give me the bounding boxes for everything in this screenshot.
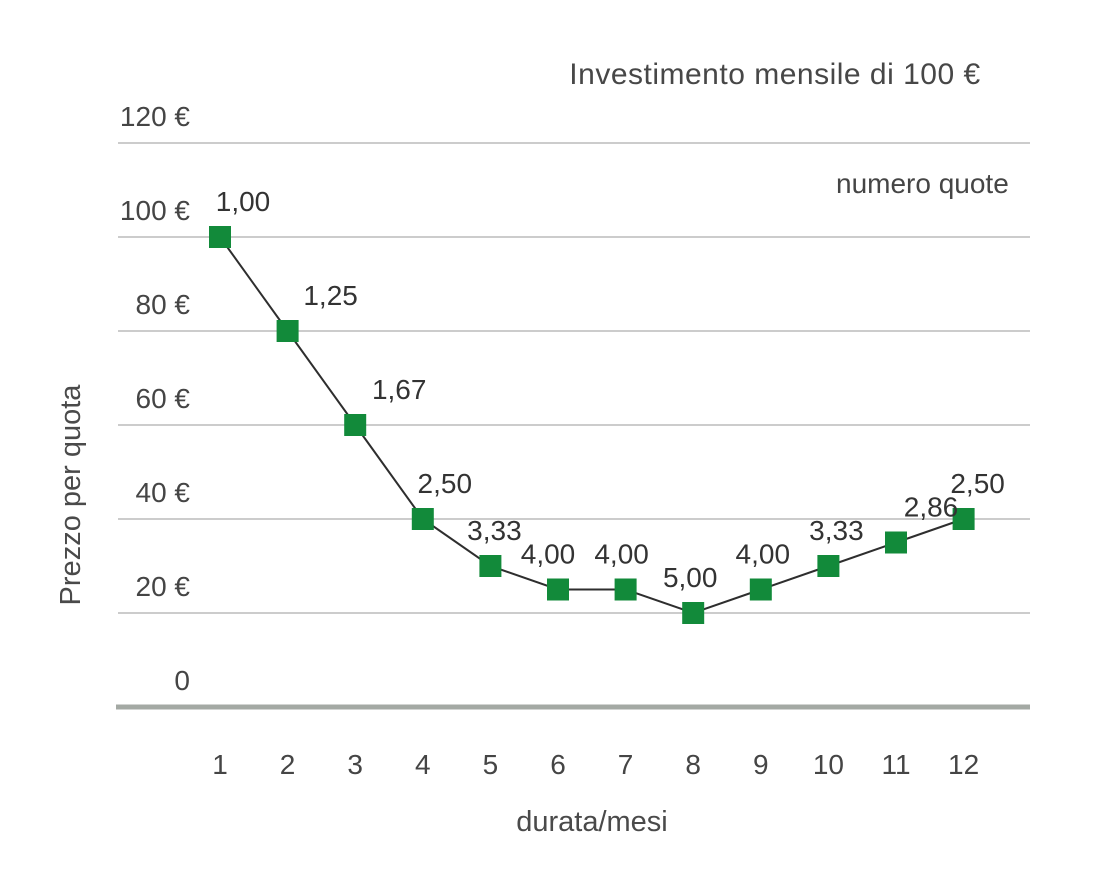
data-point-label: 1,67 (372, 374, 427, 405)
x-tick-label: 2 (280, 749, 296, 780)
data-point-marker (885, 531, 907, 554)
data-point-marker (411, 508, 434, 530)
x-tick-label: 10 (813, 749, 844, 780)
data-point-label: 4,00 (736, 539, 791, 570)
x-tick-label: 6 (550, 749, 566, 780)
data-point-label: 2,50 (418, 468, 473, 499)
x-tick-label: 7 (618, 749, 634, 780)
x-tick-label: 3 (347, 749, 363, 780)
x-tick-label: 9 (753, 749, 769, 780)
legend-label: numero quote (836, 168, 1009, 199)
y-tick-label: 60 € (136, 383, 191, 414)
y-tick-label: 0 (174, 665, 190, 696)
data-point-marker (614, 578, 637, 601)
y-tick-label: 100 € (120, 195, 190, 226)
x-tick-label: 4 (415, 749, 431, 780)
y-axis-title: Prezzo per quota (55, 384, 87, 606)
data-point-marker (817, 555, 840, 577)
data-point-marker (547, 578, 569, 601)
chart-title: Investimento mensile di 100 € (569, 58, 981, 91)
x-tick-label: 11 (881, 749, 910, 780)
data-point-label: 4,00 (594, 539, 649, 570)
y-tick-label: 120 € (120, 101, 190, 132)
data-point-marker (479, 555, 502, 577)
x-tick-label: 5 (483, 749, 499, 780)
x-tick-label: 12 (948, 749, 979, 780)
data-point-marker (276, 320, 299, 342)
series-line (219, 236, 964, 615)
data-point-label: 3,33 (467, 515, 522, 546)
data-point-label: 1,00 (216, 186, 271, 217)
data-point-marker (344, 414, 367, 436)
data-point-label: 2,50 (950, 468, 1005, 499)
x-axis-title: durata/mesi (516, 806, 668, 838)
x-tick-label: 8 (685, 749, 701, 780)
legend-square-icon (794, 171, 820, 197)
y-tick-label: 80 € (136, 289, 191, 320)
data-point-label: 4,00 (521, 539, 576, 570)
data-point-marker (209, 226, 231, 248)
data-point-marker (749, 578, 772, 601)
data-point-label: 5,00 (663, 562, 718, 593)
data-point-label: 1,25 (303, 280, 358, 311)
y-tick-label: 20 € (136, 571, 191, 602)
data-point-label: 2,86 (904, 492, 959, 523)
y-tick-label: 40 € (136, 477, 191, 508)
legend: numero quote (794, 168, 1009, 200)
x-tick-label: 1 (212, 749, 228, 780)
data-point-label: 3,33 (809, 515, 864, 546)
data-point-marker (682, 602, 705, 624)
data-point-marker (952, 508, 975, 530)
